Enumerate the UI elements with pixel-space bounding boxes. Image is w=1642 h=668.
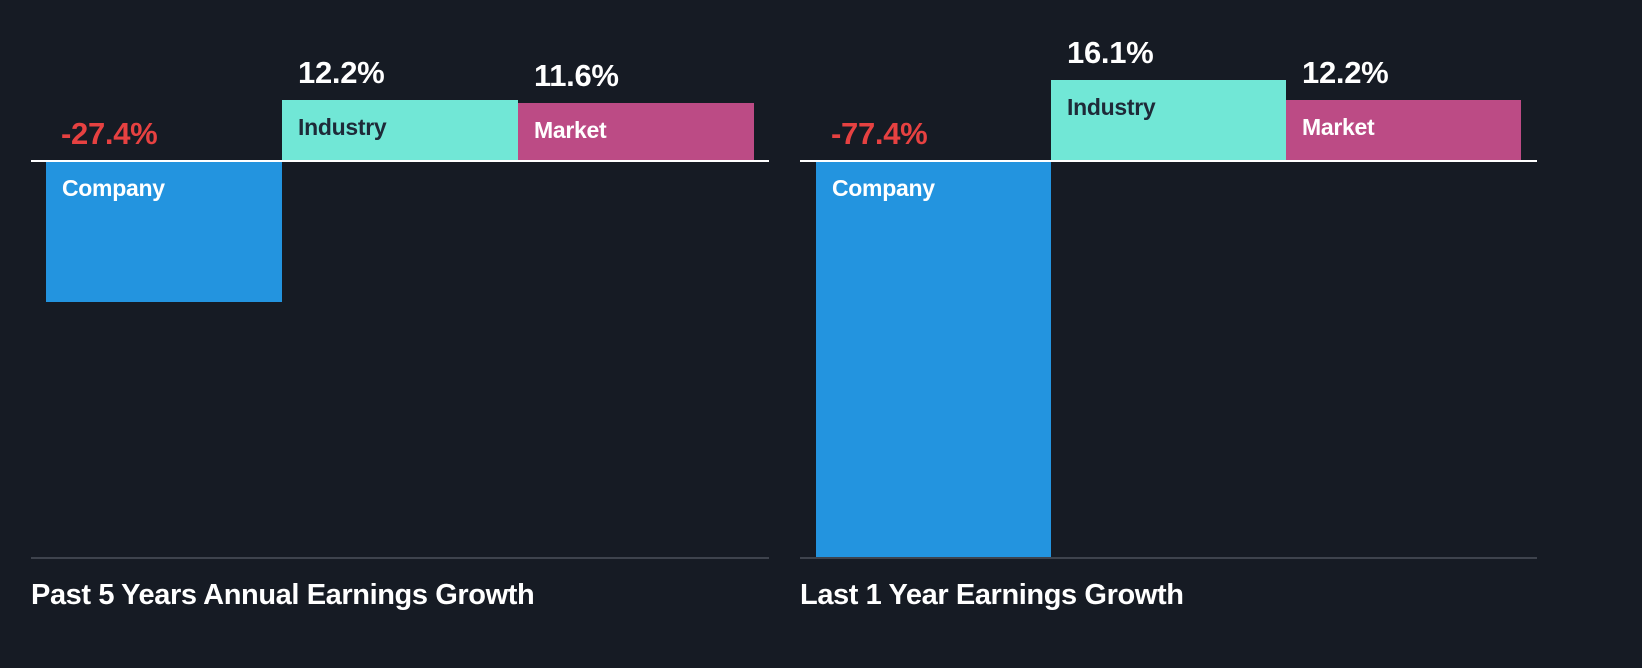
chart-past-5-years: Company Industry Market -27.4% 12.2% 11.…	[31, 55, 769, 611]
value-industry: 12.2%	[298, 55, 385, 90]
bar-label-industry: Industry	[1067, 94, 1156, 120]
value-company: -27.4%	[61, 116, 158, 151]
value-market: 12.2%	[1302, 55, 1389, 90]
bottom-axis-line	[31, 557, 769, 559]
bar-market: Market	[1286, 100, 1521, 161]
bottom-axis-line	[800, 557, 1537, 559]
zero-baseline	[31, 160, 769, 162]
bar-label-industry: Industry	[298, 114, 387, 140]
value-market: 11.6%	[534, 58, 619, 93]
chart-title: Last 1 Year Earnings Growth	[800, 579, 1184, 611]
zero-baseline	[800, 160, 1537, 162]
bar-market: Market	[518, 103, 754, 161]
bar-company: Company	[816, 161, 1051, 558]
bar-label-company: Company	[832, 175, 935, 201]
bar-industry: Industry	[1051, 80, 1286, 161]
bar-label-market: Market	[1302, 114, 1375, 140]
value-industry: 16.1%	[1067, 35, 1154, 70]
chart-title: Past 5 Years Annual Earnings Growth	[31, 579, 535, 611]
bar-label-market: Market	[534, 117, 607, 143]
bar-company: Company	[46, 161, 282, 302]
value-company: -77.4%	[831, 116, 928, 151]
bar-label-company: Company	[62, 175, 165, 201]
bar-industry: Industry	[282, 100, 518, 161]
